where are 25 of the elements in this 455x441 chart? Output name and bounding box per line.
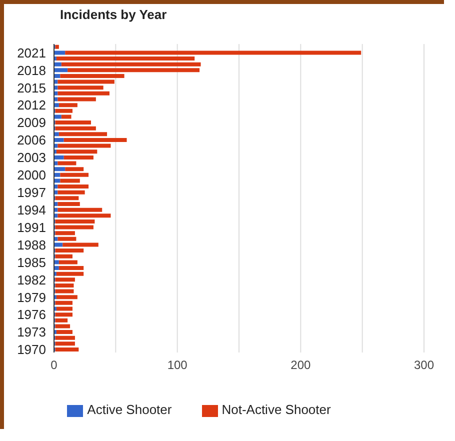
y-tick-label: 2012 — [17, 98, 46, 113]
x-tick-label: 200 — [290, 358, 311, 372]
chart-title: Incidents by Year — [60, 7, 167, 22]
y-tick-label: 1994 — [17, 202, 46, 218]
legend-label: Active Shooter — [87, 402, 172, 418]
y-tick-label: 1991 — [17, 220, 46, 235]
y-tick-label: 2018 — [17, 62, 46, 78]
y-tick-label: 1997 — [17, 185, 46, 200]
legend-label: Not-Active Shooter — [222, 402, 331, 418]
y-tick-label: 2006 — [17, 132, 46, 148]
x-tick-label: 0 — [50, 358, 58, 372]
y-tick-label: 2009 — [17, 115, 46, 130]
y-tick-label: 2003 — [17, 150, 46, 166]
y-tick-label: 1970 — [17, 342, 46, 358]
y-tick-label: 2021 — [17, 45, 46, 60]
y-tick-label: 1982 — [17, 272, 46, 288]
x-tick-label: 300 — [414, 358, 434, 372]
y-tick-label: 1979 — [17, 290, 46, 305]
y-tick-label: 2000 — [17, 168, 46, 183]
y-tick-label: 1985 — [17, 254, 46, 270]
y-tick-label: 1988 — [17, 237, 46, 252]
y-tick-label: 1973 — [17, 324, 46, 340]
y-tick-label: 1976 — [17, 307, 46, 322]
x-tick-label: 100 — [167, 358, 188, 372]
y-tick-label: 2015 — [17, 80, 46, 96]
